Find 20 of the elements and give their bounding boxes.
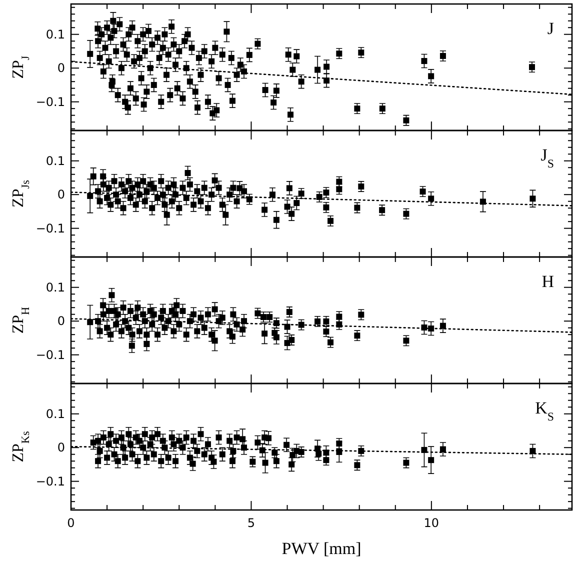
y-tick-label: 0.1 xyxy=(46,154,65,168)
annotation: K$_{S}$ xyxy=(535,398,554,424)
annotation: H xyxy=(542,272,554,291)
y-tick-label: −0.1 xyxy=(36,94,65,109)
y-tick-label: 0.1 xyxy=(46,280,65,294)
y-tick-label: 0.1 xyxy=(46,406,65,421)
annotation: J xyxy=(547,19,554,38)
x-tick-label: 10 xyxy=(424,516,440,530)
annotation: J$_{S}$ xyxy=(540,146,554,170)
y-tick-label: 0 xyxy=(57,440,65,455)
x-tick-label: 0 xyxy=(67,516,75,530)
y-tick-label: −0.1 xyxy=(36,221,65,236)
y-tick-label: 0 xyxy=(57,314,65,328)
x-tick-label: 5 xyxy=(247,516,256,530)
y-tick-label: −0.1 xyxy=(36,348,65,362)
y-tick-label: 0.1 xyxy=(46,27,65,42)
y-tick-label: −0.1 xyxy=(36,474,65,488)
x-axis-title: PWV [mm] xyxy=(282,539,362,558)
y-tick-label: 0 xyxy=(57,188,65,202)
y-tick-label: 0 xyxy=(57,61,65,76)
